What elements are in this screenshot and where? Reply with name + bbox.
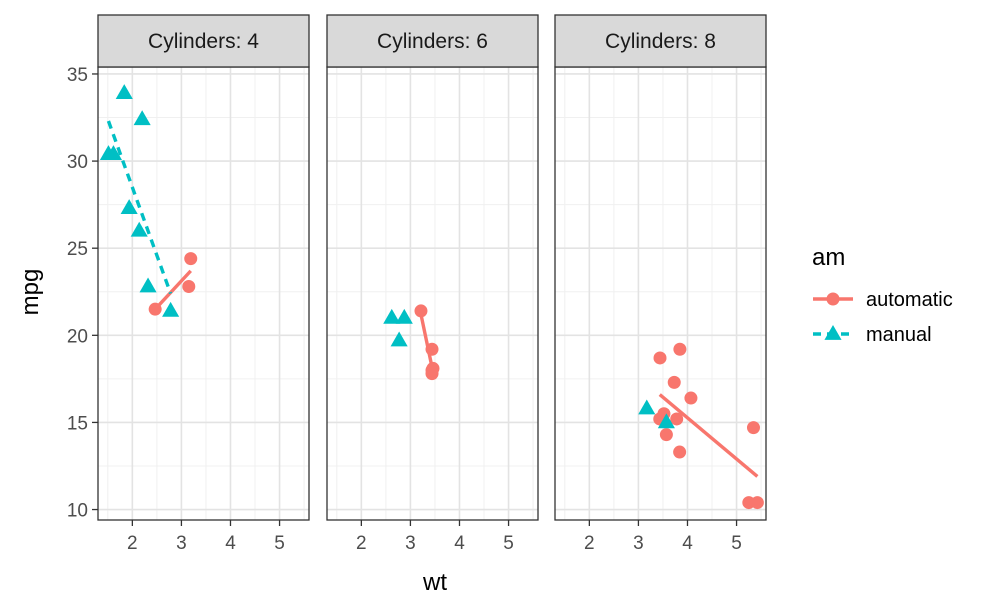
data-point-manual [139,277,157,293]
x-tick-label: 4 [225,533,236,554]
legend-item-automatic: automatic [813,289,953,311]
facet-strip [97,14,310,68]
y-tick-label: 30 [67,152,88,173]
data-point-automatic [184,252,198,266]
y-tick-label: 25 [67,239,88,260]
legend-label: automatic [866,289,953,311]
data-point-manual [390,331,408,347]
data-point-manual [99,145,118,160]
x-tick-label: 5 [731,533,742,554]
legend-items: automatic manual [813,289,953,346]
data-point-automatic [425,342,439,356]
fit-line-manual [106,120,173,295]
data-point-manual [383,308,401,324]
data-point-manual [133,110,151,126]
data-point-automatic [148,302,162,316]
data-point-manual [130,221,148,237]
legend-key-circle [826,292,840,306]
data-point-automatic [659,428,673,442]
x-tick-label: 3 [176,533,187,554]
facet-strip-label: Cylinders: 4 [148,30,259,53]
data-point-automatic [182,280,196,294]
facet-strip-label: Cylinders: 8 [605,30,716,53]
data-point-automatic [653,351,667,365]
y-tick-label: 10 [67,501,88,522]
data-point-manual [120,199,138,214]
facet-strip [554,14,767,68]
legend-key-triangle [824,325,842,340]
data-point-automatic [746,421,760,435]
data-point-automatic [414,304,428,318]
data-point-manual [162,301,180,317]
x-tick-label: 5 [274,533,285,554]
facet-strip-label: Cylinders: 6 [377,30,488,53]
y-tick-label: 20 [67,326,88,347]
x-tick-label: 2 [584,533,595,554]
facet-strip [326,14,539,68]
data-point-automatic [673,445,687,459]
x-tick-label: 4 [454,533,465,554]
data-point-manual [395,308,413,324]
data-point-manual [115,84,133,99]
panel-background [98,67,309,520]
data-point-automatic [670,412,684,426]
data-point-automatic [425,363,439,377]
data-point-automatic [684,391,698,405]
facet-panel-6: Cylinders: 6 2 3 4 5 [326,14,539,554]
x-tick-label: 5 [503,533,514,554]
facet-panel-8: Cylinders: 8 2 3 4 5 [554,14,767,554]
x-tick-label: 3 [405,533,416,554]
x-tick-label: 2 [356,533,367,554]
panel-background [555,67,766,520]
facet-panel-4: Cylinders: 4 2 3 4 5 10 15 20 25 30 35 [67,14,310,554]
data-point-manual [638,399,656,415]
legend-title: am [812,244,845,271]
x-axis-title: wt [422,569,447,596]
y-tick-label: 35 [67,65,88,86]
x-tick-label: 4 [682,533,693,554]
fit-line-automatic [153,269,192,311]
panel-background [327,67,538,520]
legend-item-manual: manual [813,324,932,346]
y-tick-label: 15 [67,413,88,434]
data-point-automatic [750,496,764,510]
x-tick-label: 2 [127,533,138,554]
y-axis-title: mpg [17,269,44,316]
data-point-manual [657,413,675,429]
data-point-automatic [667,375,681,389]
legend-label: manual [866,324,932,346]
fit-line-automatic [658,393,759,478]
legend: am automatic manual [812,244,953,346]
x-tick-label: 3 [633,533,644,554]
data-point-automatic [673,342,687,356]
